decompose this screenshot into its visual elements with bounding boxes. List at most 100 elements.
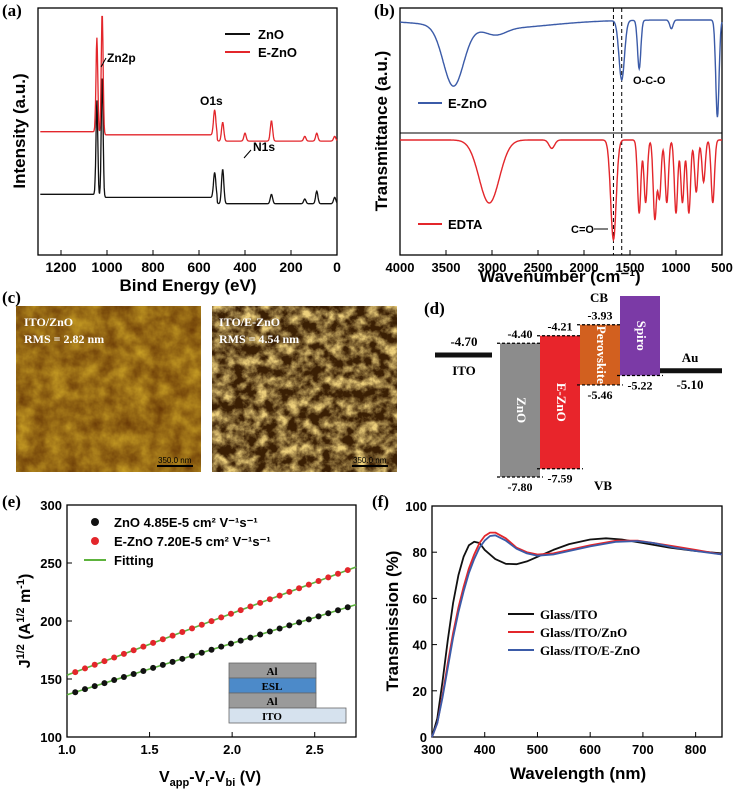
panel-e-point-E-ZnO bbox=[189, 625, 196, 632]
panel-e-point-E-ZnO bbox=[296, 585, 303, 592]
au-name: Au bbox=[682, 350, 699, 365]
ito-name: ITO bbox=[452, 363, 476, 378]
panel-e-point-ZnO bbox=[189, 652, 196, 659]
panel-f-xlabel: Wavelength (nm) bbox=[510, 764, 646, 783]
panel-e-point-ZnO bbox=[237, 637, 244, 644]
panel-f-ytick-label: 80 bbox=[413, 545, 427, 560]
panel-e-point-ZnO bbox=[198, 649, 205, 656]
band-zno-cb: -4.40 bbox=[508, 327, 533, 341]
panel-e-point-ZnO bbox=[218, 643, 225, 650]
panel-e-point-E-ZnO bbox=[159, 636, 166, 643]
panel-e-point-ZnO bbox=[305, 616, 312, 623]
panel-e-point-ZnO bbox=[101, 680, 108, 687]
afm-ezno-scale: 350.0 nm bbox=[353, 456, 387, 465]
panel-b: (b) 4000 3500 3000 2500 2000 1500 1000 500 Wave… bbox=[372, 1, 733, 286]
panel-a-xlabel: Bind Energy (eV) bbox=[120, 276, 257, 295]
panel-f-legend: Glass/ITO Glass/ITO/ZnO Glass/ITO/E-ZnO bbox=[508, 607, 640, 658]
panel-f-ytick-label: 60 bbox=[413, 591, 427, 606]
panel-e-xtick-label: 1.0 bbox=[58, 742, 76, 757]
panel-e-ticks: 1.0 1.5 2.0 2.5 100 150 200 250 300 bbox=[40, 498, 323, 757]
panel-f-legend-item: Glass/ITO bbox=[540, 607, 598, 622]
afm-zno-scale: 350.0 nm bbox=[158, 456, 192, 465]
panel-e-ytick-label: 300 bbox=[40, 498, 62, 513]
panel-a: (a) 1200 1000 800 600 400 200 0 Bind Energy (e… bbox=[2, 1, 341, 295]
panel-e-legend-marker bbox=[91, 518, 99, 526]
panel-e-point-ZnO bbox=[91, 683, 98, 690]
panel-f-ytick-label: 100 bbox=[405, 499, 427, 514]
panel-f-series-Glass/ITO/E-ZnO bbox=[431, 534, 723, 738]
panel-e-point-ZnO bbox=[286, 622, 293, 629]
device-stack-inset: Al ESL Al ITO bbox=[228, 662, 347, 724]
panel-e-point-E-ZnO bbox=[325, 574, 332, 581]
panel-e-ytick-label: 100 bbox=[40, 730, 62, 745]
panel-e-xtick-label: 2.0 bbox=[223, 742, 241, 757]
panel-a-frame bbox=[37, 7, 338, 256]
panel-d-label: (d) bbox=[424, 299, 445, 318]
panel-e-point-E-ZnO bbox=[227, 610, 234, 617]
panel-a-xtick-label: 0 bbox=[333, 259, 341, 275]
panel-e-point-ZnO bbox=[227, 640, 234, 647]
panel-b-xtick-label: 1500 bbox=[616, 260, 645, 275]
panel-f-xtick-label: 600 bbox=[579, 742, 601, 757]
panel-e-ytick-label: 200 bbox=[40, 614, 62, 629]
panel-e-point-E-ZnO bbox=[208, 618, 215, 625]
panel-e-point-ZnO bbox=[296, 619, 303, 626]
panel-f-frame bbox=[431, 505, 723, 738]
panel-e-point-E-ZnO bbox=[247, 603, 254, 610]
energy-level-diagram: -4.70 ITO ZnO -4.40 -7.80 E-ZnO -4.21 -7.59 Pero… bbox=[435, 290, 722, 494]
band-e-zno-name: E-ZnO bbox=[554, 383, 569, 422]
band-spiro-name: Spiro bbox=[634, 321, 649, 351]
panel-e-legend-ZnO: ZnO 4.85E-5 cm² V⁻¹s⁻¹ bbox=[114, 515, 258, 530]
panel-e-point-ZnO bbox=[247, 634, 254, 641]
panel-e-point-ZnO bbox=[257, 631, 264, 638]
panel-f-ytick-label: 0 bbox=[420, 730, 427, 745]
panel-a-annot-n1s-arrow bbox=[243, 149, 252, 159]
panel-e-point-E-ZnO bbox=[111, 654, 118, 661]
panel-a-label: (a) bbox=[2, 1, 22, 20]
panel-f-legend-item: Glass/ITO/E-ZnO bbox=[540, 643, 640, 658]
panel-c: (c) ITO/ZnO RMS = 2.82 nm 350.0 nm ITO/E… bbox=[2, 288, 397, 472]
panel-e-point-ZnO bbox=[120, 674, 127, 681]
panel-e-point-E-ZnO bbox=[81, 665, 88, 672]
band-spiro bbox=[620, 296, 660, 376]
panel-e-point-ZnO bbox=[150, 664, 157, 671]
panel-a-xtick-label: 1000 bbox=[91, 259, 122, 275]
panel-f-xtick-label: 500 bbox=[527, 742, 549, 757]
panel-b-legend-edta: EDTA bbox=[448, 217, 483, 232]
panel-e: (e) 1.0 1.5 2.0 2.5 100 150 200 250 300 ZnO 4.85… bbox=[2, 492, 357, 789]
panel-b-xlabel: Wavenumber (cm⁻¹) bbox=[479, 267, 640, 286]
panel-b-xtick-label: 2000 bbox=[570, 260, 599, 275]
afm-ezno-title: ITO/E-ZnO bbox=[219, 315, 280, 329]
panel-b-annot-oco: O-C-O bbox=[633, 75, 666, 87]
panel-e-ytick-label: 150 bbox=[40, 672, 62, 687]
band-zno bbox=[500, 343, 540, 477]
panel-e-point-ZnO bbox=[325, 610, 332, 617]
band-e-zno-cb: -4.21 bbox=[548, 320, 573, 334]
panel-e-point-ZnO bbox=[72, 689, 79, 696]
band-zno-name: ZnO bbox=[514, 397, 529, 423]
inset-layer-label: ESL bbox=[262, 681, 283, 693]
afm-zno-rms: RMS = 2.82 nm bbox=[24, 332, 104, 346]
panel-f-label: (f) bbox=[372, 492, 389, 511]
ito-wf-label: -4.70 bbox=[450, 334, 477, 349]
panel-e-legend-Fitting: Fitting bbox=[114, 553, 154, 568]
panel-d: (d) -4.70 ITO ZnO -4.40 -7.80 E-ZnO -4.21 -7.59… bbox=[424, 290, 722, 494]
afm-image-zno: ITO/ZnO RMS = 2.82 nm 350.0 nm bbox=[16, 306, 201, 472]
panel-e-point-E-ZnO bbox=[237, 607, 244, 614]
panel-e-point-ZnO bbox=[111, 677, 118, 684]
panel-b-series-E-ZnO bbox=[400, 19, 723, 118]
panel-f: (f) 300 400 500 600 700 800 0 20 40 60 80 100 Glass… bbox=[372, 492, 723, 783]
panel-a-legend-zno: ZnO bbox=[258, 27, 284, 42]
panel-e-legend-marker bbox=[91, 537, 99, 545]
panel-a-series-E-ZnO bbox=[40, 15, 338, 142]
afm-zno-title: ITO/ZnO bbox=[24, 315, 73, 329]
panel-a-annot-zn2p-arrow bbox=[100, 57, 107, 68]
panel-e-point-ZnO bbox=[81, 686, 88, 693]
panel-b-x-ticks: 4000 3500 3000 2500 2000 1500 1000 500 bbox=[386, 8, 733, 275]
panel-f-legend-item: Glass/ITO/ZnO bbox=[540, 625, 627, 640]
panel-e-point-ZnO bbox=[335, 607, 342, 614]
panel-e-ytick-label: 250 bbox=[40, 556, 62, 571]
panel-f-ticks: 300 400 500 600 700 800 0 20 40 60 80 100 bbox=[405, 499, 706, 757]
panel-e-point-E-ZnO bbox=[315, 577, 322, 584]
panel-e-point-E-ZnO bbox=[198, 621, 205, 628]
